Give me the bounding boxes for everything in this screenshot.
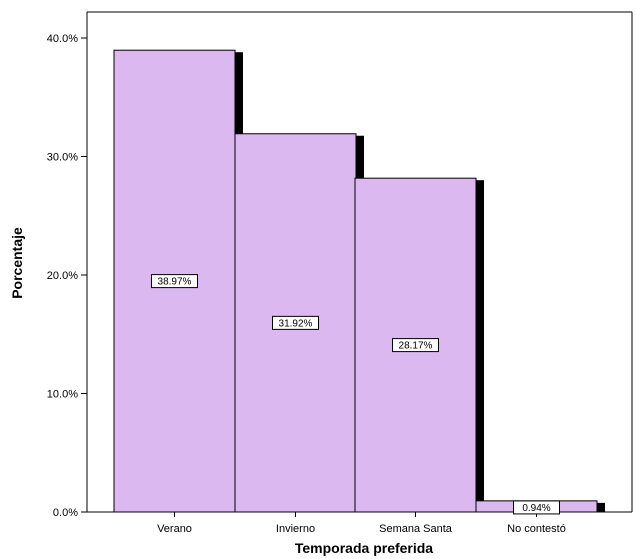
data-label-1: 38.97% bbox=[151, 274, 198, 289]
data-label-3: 28.17% bbox=[392, 338, 439, 353]
x-axis-title: Temporada preferida bbox=[295, 540, 433, 556]
y-tick-label-3: 30.0% bbox=[47, 152, 78, 164]
y-tick-labels: 0.0% 10.0% 20.0% 30.0% 40.0% bbox=[47, 33, 78, 519]
data-label-box-3 bbox=[392, 338, 439, 353]
y-axis-title: Porcentaje bbox=[9, 227, 25, 299]
x-tick-label-3: No contestó bbox=[507, 523, 566, 535]
data-label-text-4: 0.94% bbox=[522, 503, 550, 514]
y-tick-label-4: 40.0% bbox=[47, 33, 78, 45]
data-label-2: 31.92% bbox=[272, 315, 319, 330]
data-label-box-4 bbox=[513, 500, 560, 515]
bar-shadow-3 bbox=[476, 180, 484, 513]
x-tick-label-1: Invierno bbox=[276, 523, 315, 535]
data-label-box-2 bbox=[272, 315, 319, 330]
x-tick-label-0: Verano bbox=[157, 523, 192, 535]
data-label-box-1 bbox=[151, 274, 198, 289]
y-tick-label-2: 20.0% bbox=[47, 270, 78, 282]
x-tick-labels: Verano Invierno Semana Santa No contestó bbox=[157, 523, 566, 535]
x-tick-label-2: Semana Santa bbox=[379, 523, 453, 535]
bar-shadow-4 bbox=[597, 502, 605, 512]
data-labels: 38.97% 31.92% 28.17% 0.94% bbox=[151, 274, 560, 515]
data-label-text-3: 28.17% bbox=[399, 341, 433, 352]
y-tick-label-1: 10.0% bbox=[47, 389, 78, 401]
data-label-4: 0.94% bbox=[513, 500, 560, 515]
y-tick-label-0: 0.0% bbox=[53, 507, 78, 519]
data-label-text-2: 31.92% bbox=[279, 318, 313, 329]
plot-frame bbox=[87, 11, 633, 512]
data-label-text-1: 38.97% bbox=[158, 277, 192, 288]
